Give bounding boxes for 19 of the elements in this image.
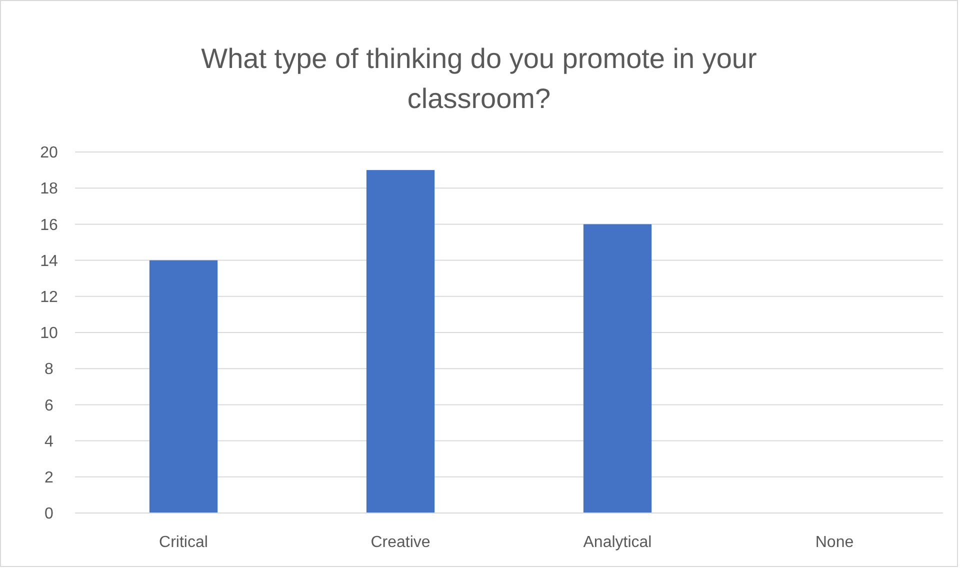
chart-title: What type of thinking do you promote in your classroom? — [201, 43, 757, 114]
y-tick-label: 0 — [44, 506, 54, 523]
bar — [366, 170, 435, 513]
x-tick-label: Analytical — [583, 534, 652, 551]
y-tick-label: 10 — [40, 325, 58, 342]
y-tick-label: 6 — [44, 397, 54, 414]
x-tick-label: Creative — [370, 534, 430, 551]
y-tick-label: 18 — [40, 180, 58, 198]
bar — [583, 224, 652, 513]
x-tick-label: Critical — [159, 534, 208, 551]
bar — [149, 260, 218, 513]
y-tick-label: 16 — [40, 216, 58, 234]
x-tick-label: None — [815, 534, 854, 551]
y-tick-label: 2 — [44, 470, 54, 486]
y-tick-label: 8 — [44, 361, 54, 378]
y-tick-label: 12 — [40, 289, 58, 306]
y-tick-label: 4 — [44, 433, 54, 450]
y-tick-label: 14 — [40, 252, 58, 270]
y-tick-label: 20 — [40, 144, 58, 162]
